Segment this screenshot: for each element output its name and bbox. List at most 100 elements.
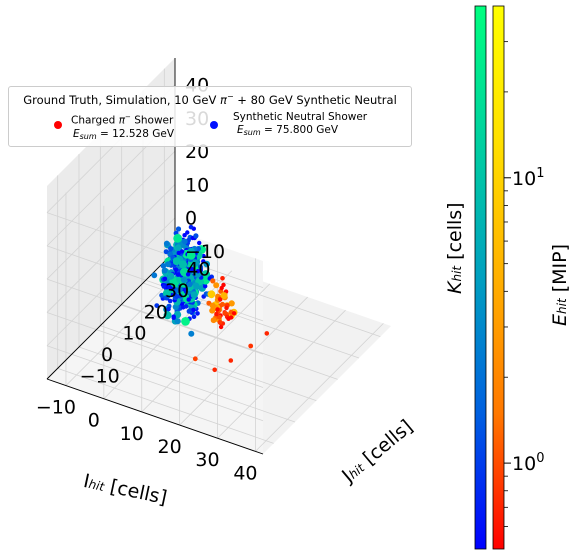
grid-line-x-floor	[141, 283, 271, 413]
neutral-point	[174, 318, 181, 325]
neutral-point	[192, 282, 200, 290]
y-tick-label: −10	[80, 365, 120, 387]
scatter-points	[151, 224, 270, 373]
neutral-point	[163, 295, 169, 301]
charged-point	[209, 307, 216, 314]
neutral-point	[201, 259, 206, 264]
grid-line-z-back	[46, 150, 176, 280]
legend-entry-neutral: Synthetic Neutral Shower Esum = 75.800 G…	[233, 111, 368, 137]
neutral-point	[163, 311, 172, 320]
neutral-point	[188, 330, 195, 337]
charged-point	[222, 310, 228, 316]
charged-point	[207, 290, 216, 299]
x-tick-label: −10	[36, 397, 76, 419]
neutral-point	[197, 240, 202, 246]
charged-point	[219, 285, 224, 291]
neutral-point	[186, 308, 192, 314]
charged-point	[214, 311, 219, 317]
neutral-point	[161, 284, 167, 289]
neutral-point	[175, 272, 181, 277]
grid-line-x-floor	[217, 309, 346, 439]
x-tick-label: 40	[233, 462, 257, 484]
neutral-point	[172, 257, 181, 266]
grid-line-z-side	[46, 212, 264, 288]
grid-line-z-side	[46, 278, 264, 355]
legend-marker-charged	[54, 121, 62, 129]
charged-point	[209, 302, 216, 309]
neutral-point	[173, 267, 179, 272]
z-axis-label: Khit [cells]	[444, 202, 466, 294]
neutral-point	[179, 301, 185, 307]
legend-entry-charged: Charged π− Shower Esum = 12.528 GeV	[71, 113, 175, 141]
charged-point	[210, 317, 217, 324]
charged-point	[231, 311, 237, 316]
grid-line-z-side	[46, 345, 264, 422]
colorbar-tick-label: 100	[512, 451, 544, 475]
neutral-point	[203, 284, 208, 289]
neutral-point	[179, 249, 185, 254]
neutral-point	[185, 272, 191, 277]
x-tick-label: 20	[158, 436, 182, 458]
grid-line-y-floor	[121, 303, 338, 380]
neutral-point	[176, 250, 181, 256]
neutral-point	[186, 281, 193, 288]
neutral-point	[190, 267, 196, 273]
neutral-point	[195, 311, 200, 316]
neutral-point	[162, 289, 172, 298]
z-tick-label: 10	[185, 174, 209, 196]
colorbar-tick-label: 101	[512, 166, 544, 190]
charged-point	[220, 292, 228, 300]
neutral-point	[181, 238, 188, 245]
neutral-point	[174, 287, 180, 294]
charged-point	[218, 297, 223, 302]
charged-point	[210, 278, 216, 284]
y-tick-label: 30	[165, 280, 189, 302]
charged-point	[248, 343, 254, 349]
charged-point	[228, 300, 235, 307]
neutral-point	[163, 240, 170, 247]
x-tick-label: 30	[195, 449, 219, 471]
neutral-point	[171, 315, 176, 320]
neutral-point	[163, 249, 169, 255]
neutral-point	[161, 267, 168, 274]
legend-title: Ground Truth, Simulation, 10 GeV π− + 80…	[23, 92, 397, 107]
charged-point	[192, 356, 198, 362]
neutral-point	[174, 293, 179, 299]
neutral-point	[193, 233, 199, 239]
neutral-point	[167, 298, 173, 304]
grid-line-y-floor	[57, 367, 274, 444]
y-tick-label: 40	[186, 259, 210, 281]
charged-point	[220, 276, 225, 281]
neutral-point	[168, 246, 174, 252]
z-tick-label: 0	[185, 208, 197, 230]
x-tick-label: 10	[120, 423, 144, 445]
charged-point	[212, 367, 217, 373]
grid-line-y-floor	[78, 346, 296, 423]
neutral-point	[183, 287, 188, 292]
x-axis-line	[46, 378, 264, 455]
neutral-point	[186, 297, 191, 302]
charged-point	[218, 324, 224, 330]
neutral-point	[188, 224, 194, 230]
neutral-point	[191, 307, 196, 312]
grid-line-y-floor	[100, 325, 317, 402]
neutral-point	[195, 269, 201, 274]
grid-line-x-floor	[255, 323, 384, 452]
neutral-point	[183, 304, 189, 309]
y-tick-label: 10	[122, 323, 146, 345]
neutral-point	[190, 291, 198, 299]
x-tick-label: 0	[88, 410, 100, 432]
neutral-point	[182, 233, 187, 238]
neutral-point	[179, 260, 187, 269]
neutral-point	[173, 233, 183, 243]
neutral-point	[181, 317, 190, 326]
neutral-point	[166, 306, 171, 312]
grid-line-z-back	[46, 184, 176, 313]
neutral-point	[165, 261, 171, 268]
neutral-point	[198, 264, 203, 270]
grid-line-z-side	[46, 312, 264, 388]
neutral-point	[191, 314, 197, 320]
legend: Ground Truth, Simulation, 10 GeV π− + 80…	[8, 86, 412, 147]
neutral-point	[192, 259, 200, 267]
